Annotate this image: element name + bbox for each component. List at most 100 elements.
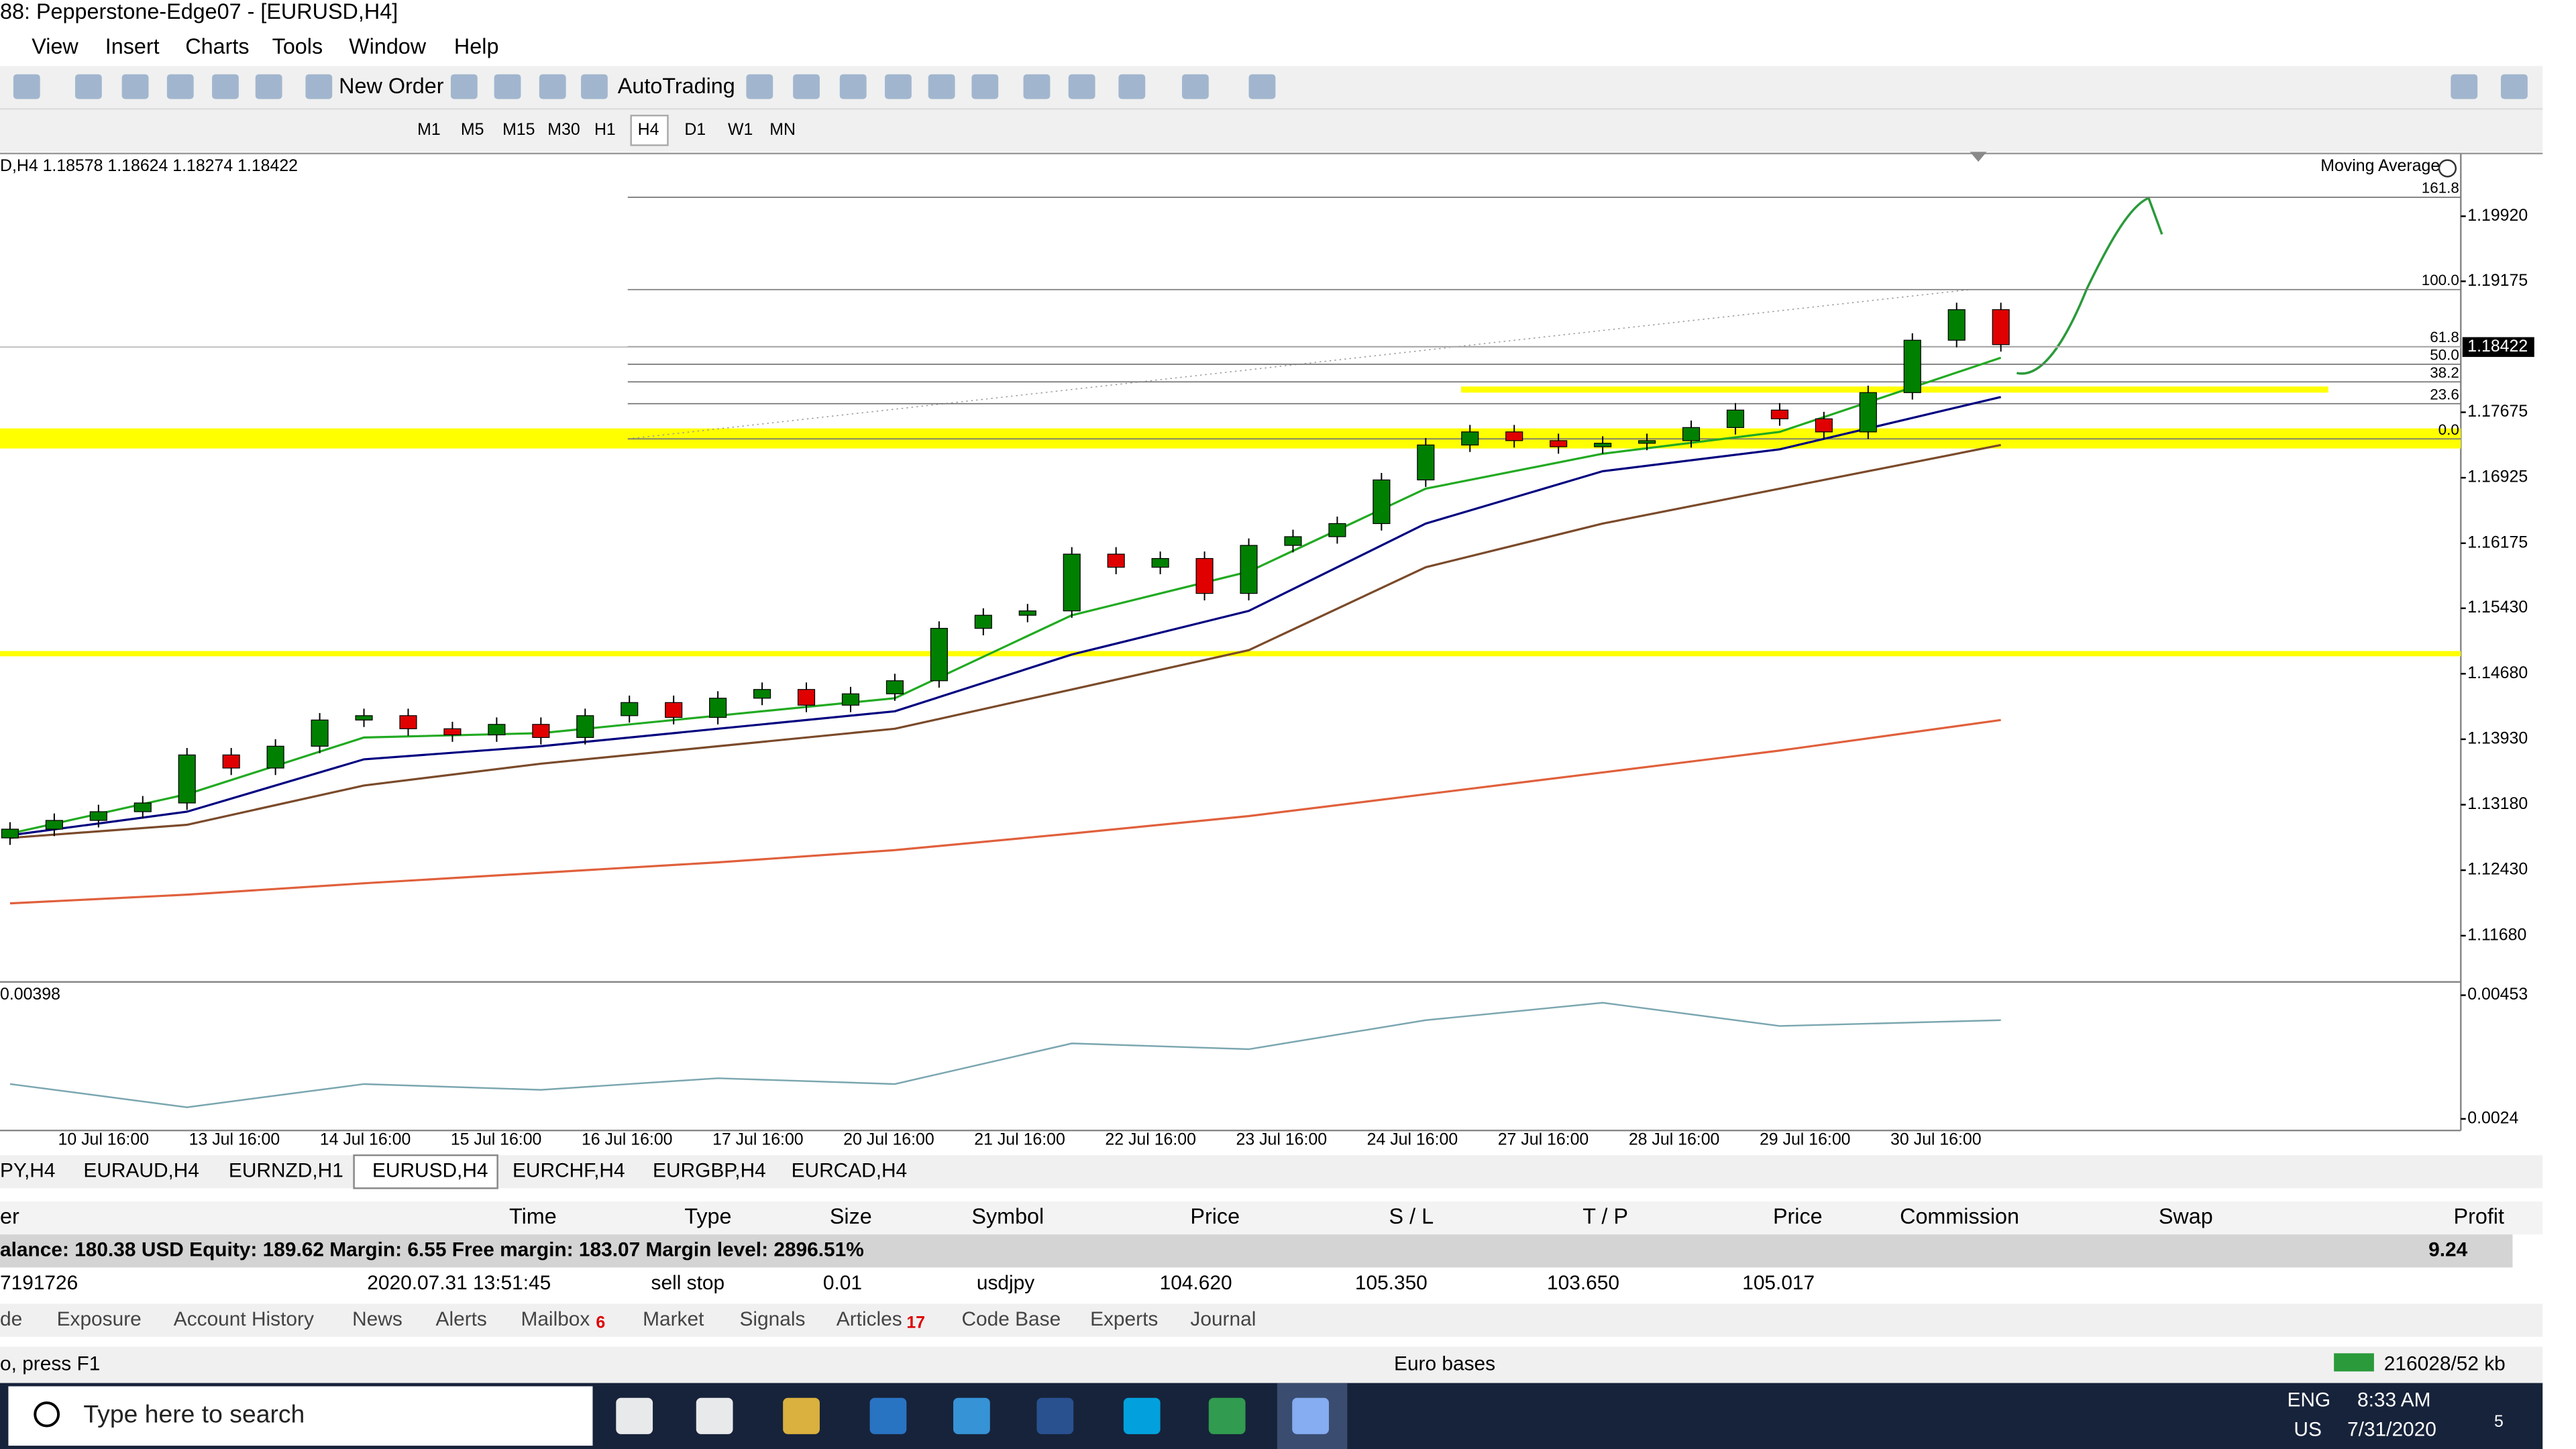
toolbar-icon[interactable] <box>450 74 478 99</box>
timeframe-button[interactable]: MN <box>769 121 796 139</box>
terminal-tab[interactable]: Alerts <box>436 1308 487 1330</box>
timeframe-button[interactable]: H4 <box>638 121 659 139</box>
terminal-tab[interactable]: News <box>352 1308 402 1330</box>
taskbar-app[interactable] <box>869 1397 907 1434</box>
toolbar-icon[interactable] <box>494 74 521 99</box>
terminal-tab[interactable]: Experts <box>1090 1308 1158 1330</box>
symbol-tab[interactable]: EURUSD,H4 <box>372 1160 488 1182</box>
candle-body <box>89 811 107 821</box>
toolbar-icon[interactable] <box>839 74 867 99</box>
toolbar-icon[interactable] <box>212 74 239 99</box>
candle-body <box>930 628 948 682</box>
indicator-close[interactable] <box>2438 159 2457 178</box>
search-placeholder[interactable]: Type here to search <box>83 1400 305 1428</box>
x-tick-label: 22 Jul 16:00 <box>1105 1131 1196 1149</box>
symbol-tab[interactable]: EURAUD,H4 <box>83 1160 199 1182</box>
menu-item[interactable]: View <box>32 34 78 58</box>
toolbar-icon[interactable] <box>74 74 102 99</box>
toolbar-icon[interactable] <box>928 74 955 99</box>
toolbar-icon[interactable] <box>793 74 820 99</box>
timeframe-button[interactable]: H1 <box>594 121 616 139</box>
toolbar-icon[interactable] <box>1068 74 1095 99</box>
toolbar-icon[interactable] <box>884 74 912 99</box>
toolbar-icon[interactable] <box>2501 74 2528 99</box>
taskbar-app[interactable] <box>616 1397 653 1434</box>
x-tick-label: 13 Jul 16:00 <box>189 1131 280 1149</box>
y-tick-label: 1.13930 <box>2467 730 2528 748</box>
status-profile: Euro bases <box>1394 1352 1495 1375</box>
taskbar-app[interactable] <box>953 1397 990 1434</box>
toolbar-icon[interactable] <box>1118 74 1146 99</box>
menu-item[interactable]: Help <box>454 34 499 58</box>
column-header: Commission <box>1900 1204 2019 1228</box>
symbol-tab[interactable]: PY,H4 <box>0 1160 55 1182</box>
toolbar-icon[interactable] <box>1248 74 1276 99</box>
taskbar-app[interactable] <box>1123 1397 1161 1434</box>
taskbar-app[interactable] <box>1208 1397 1246 1434</box>
symbol-tab[interactable]: EURNZD,H1 <box>229 1160 343 1182</box>
column-header: Price <box>1190 1204 1240 1228</box>
notification-count[interactable]: 5 <box>2494 1413 2504 1431</box>
timeframe-button[interactable]: M5 <box>461 121 484 139</box>
y-tick-label: 1.19175 <box>2467 272 2528 290</box>
toolbar-icon[interactable] <box>2451 74 2478 99</box>
terminal-tab[interactable]: Account History <box>174 1308 314 1330</box>
toolbar-icon[interactable] <box>1023 74 1051 99</box>
indicator-label: Moving Average <box>2320 157 2440 175</box>
order-cell: 105.017 <box>1742 1272 1815 1294</box>
timeframe-button[interactable]: M1 <box>417 121 441 139</box>
search-box[interactable] <box>8 1386 593 1446</box>
toolbar-icon[interactable] <box>971 74 999 99</box>
autotrading-button[interactable]: AutoTrading <box>618 74 735 98</box>
candle-body <box>222 754 240 769</box>
fib-level-label: 61.8 <box>2430 329 2459 345</box>
taskbar-app[interactable] <box>696 1397 733 1434</box>
terminal-tab[interactable]: Market <box>643 1308 704 1330</box>
terminal-tab[interactable]: Journal <box>1190 1308 1256 1330</box>
toolbar-icon[interactable] <box>1181 74 1209 99</box>
y-tick-label: 1.19920 <box>2467 207 2528 225</box>
taskbar-app[interactable] <box>1292 1397 1329 1434</box>
candle-body <box>1151 557 1169 568</box>
toolbar-icon[interactable] <box>121 74 149 99</box>
new-order-button[interactable]: New Order <box>339 74 444 98</box>
toolbar-icon[interactable] <box>746 74 773 99</box>
column-header: Symbol <box>971 1204 1044 1228</box>
symbol-tab[interactable]: EURCAD,H4 <box>792 1160 908 1182</box>
menu-item[interactable]: Tools <box>272 34 323 58</box>
terminal-tab[interactable]: de <box>0 1308 22 1330</box>
timeframe-button[interactable]: M30 <box>547 121 580 139</box>
chart-title: D,H4 1.18578 1.18624 1.18274 1.18422 <box>0 157 298 175</box>
menu-item[interactable]: Charts <box>185 34 249 58</box>
column-header: Swap <box>2159 1204 2213 1228</box>
toolbar-icon[interactable] <box>13 74 40 99</box>
taskbar-app[interactable] <box>1036 1397 1074 1434</box>
candle-body <box>1638 440 1656 444</box>
menu-item[interactable]: Insert <box>105 34 160 58</box>
order-cell: 105.350 <box>1355 1272 1428 1294</box>
toolbar-icon[interactable] <box>305 74 333 99</box>
timeframe-button[interactable]: W1 <box>728 121 753 139</box>
timeframe-button[interactable]: D1 <box>684 121 706 139</box>
moving-average <box>9 396 2002 837</box>
terminal-tab[interactable]: Mailbox <box>521 1308 590 1330</box>
x-tick-label: 29 Jul 16:00 <box>1760 1131 1851 1149</box>
toolbar-icon[interactable] <box>255 74 282 99</box>
symbol-tab[interactable]: EURGBP,H4 <box>653 1160 766 1182</box>
taskbar-date: 7/31/2020 <box>2347 1419 2436 1441</box>
taskbar-app[interactable] <box>783 1397 820 1434</box>
last-price-label: 1.18422 <box>2467 337 2528 356</box>
menu-item[interactable]: Window <box>349 34 427 58</box>
terminal-tab[interactable]: Signals <box>739 1308 805 1330</box>
x-tick-label: 24 Jul 16:00 <box>1367 1131 1458 1149</box>
toolbar-icon[interactable] <box>166 74 194 99</box>
toolbar-icon[interactable] <box>539 74 566 99</box>
symbol-tab[interactable]: EURCHF,H4 <box>513 1160 625 1182</box>
terminal-tab[interactable]: Code Base <box>961 1308 1061 1330</box>
toolbar-icon[interactable] <box>581 74 608 99</box>
x-tick-label: 16 Jul 16:00 <box>582 1131 673 1149</box>
timeframe-button[interactable]: M15 <box>502 121 535 139</box>
terminal-tab[interactable]: Exposure <box>57 1308 142 1330</box>
terminal-tab[interactable]: Articles <box>837 1308 902 1330</box>
